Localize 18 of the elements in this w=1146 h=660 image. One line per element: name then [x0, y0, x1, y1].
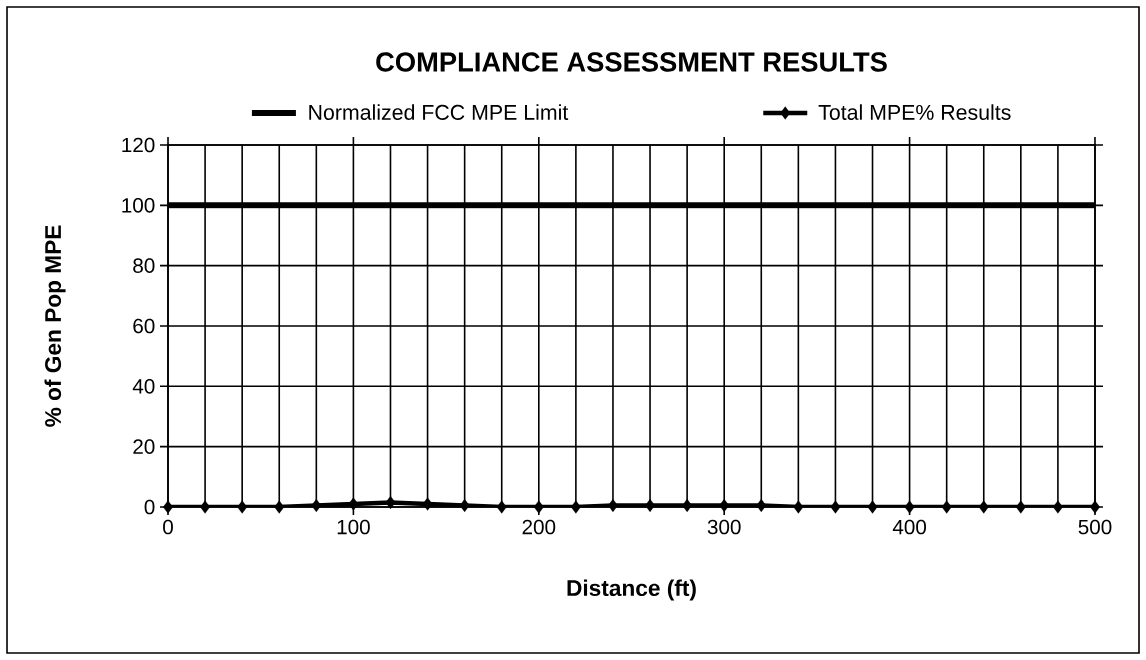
x-tick-label: 400 — [892, 519, 927, 535]
y-tick-label: 40 — [132, 379, 155, 394]
legend-label: Normalized FCC MPE Limit — [309, 104, 569, 120]
x-tick-label: 100 — [337, 519, 370, 535]
x-tick-label: 200 — [522, 519, 556, 535]
legend-label: Total MPE% Results — [818, 104, 1011, 120]
y-tick-label: 20 — [133, 439, 155, 454]
y-tick-label: 80 — [133, 258, 155, 273]
x-tick-label: 0 — [163, 519, 173, 535]
x-tick-label: 300 — [707, 519, 741, 535]
y-tick-label: 120 — [122, 137, 155, 153]
x-tick-label: 500 — [1078, 519, 1112, 535]
y-tick-label: 0 — [144, 499, 155, 515]
y-tick-label: 100 — [122, 198, 155, 213]
y-axis-title: % of Gen Pop MPE — [44, 225, 66, 427]
x-axis-title: Distance (ft) — [567, 579, 696, 601]
y-tick-label: 60 — [133, 318, 155, 334]
chart-title: COMPLIANCE ASSESSMENT RESULTS — [376, 52, 887, 72]
